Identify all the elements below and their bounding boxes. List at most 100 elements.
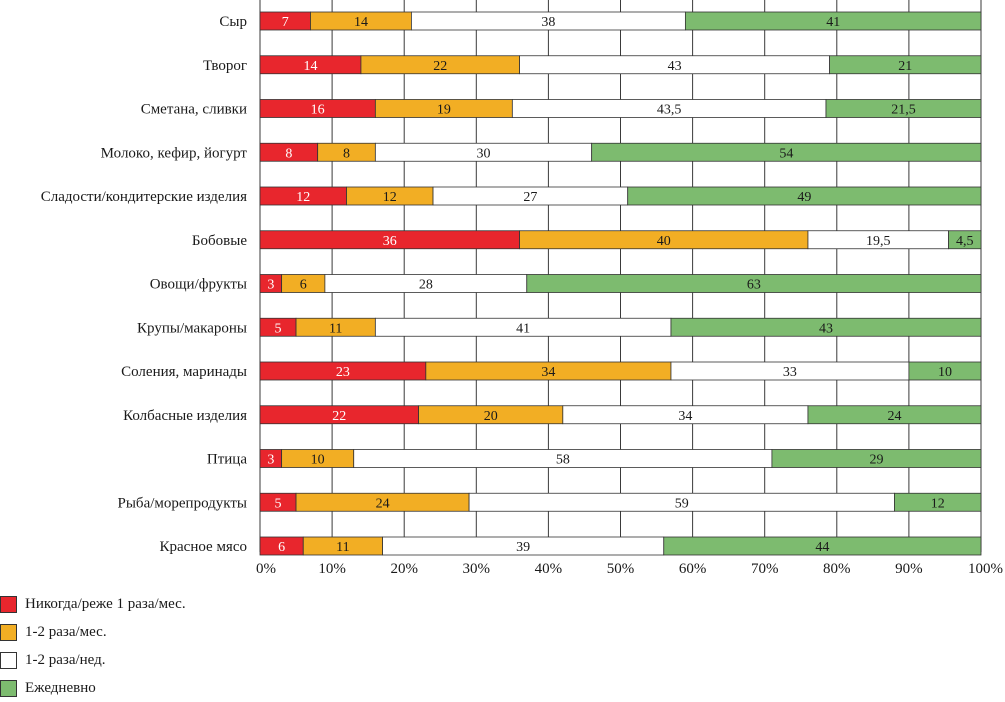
data-label: 14 [354,15,368,30]
data-label: 44 [815,540,829,555]
x-tick-label: 20% [390,561,418,577]
data-label: 43 [668,59,682,74]
bar-segment [829,55,982,75]
data-label: 27 [523,190,537,205]
category-label: Сметана, сливки [141,102,247,118]
legend-label: 1-2 раза/мес. [25,623,107,640]
data-label: 11 [329,321,342,336]
data-label: 24 [376,496,390,511]
data-label: 19 [437,103,451,118]
legend-label: Ежедневно [25,679,96,696]
data-label: 43,5 [657,103,682,118]
data-label: 6 [300,278,307,293]
category-label: Рыба/морепродукты [118,495,247,511]
legend-item: 1-2 раза/нед. [0,646,186,674]
data-label: 11 [336,540,349,555]
data-label: 30 [477,146,491,161]
bar-segment [627,186,982,206]
stacked-bar-chart: Сыр 7 14 3 8 41 Творог 14 22 43 21 Сметана, сливки 1… [41,0,1003,577]
x-tick-label: 0% [256,561,276,577]
bar-segment [948,230,982,250]
legend-label: 1-2 раза/нед. [25,651,106,668]
data-label: 12 [931,496,945,511]
bar-segment [684,11,982,31]
data-label: 23 [336,365,350,380]
category-label: Крупы/макароны [137,320,247,336]
x-tick-label: 80% [823,561,851,577]
data-label: 19,5 [866,234,891,249]
legend-item: Ежедневно [0,674,186,702]
data-label: 16 [311,103,325,118]
legend-swatch [0,595,17,613]
data-label: 41 [516,321,530,336]
data-label: 34 [678,409,692,424]
data-label: 21 [898,59,912,74]
bar-segment [591,142,982,162]
data-label: 41 [826,15,840,30]
category-label: Молоко, кефир, йогурт [101,145,248,161]
bar-segment [894,492,982,512]
data-label: 54 [779,146,793,161]
legend-swatch [0,651,17,669]
data-label: 14 [303,59,317,74]
legend-label: Никогда/реже 1 раза/мес. [25,595,186,612]
data-label: 7 [282,15,289,30]
legend-item: Никогда/реже 1 раза/мес. [0,590,186,618]
data-label: 5 [275,321,282,336]
bar-segment [825,99,982,118]
data-label: 24 [887,409,901,424]
legend-item: 1-2 раза/мес. [0,618,186,646]
legend-swatch [0,623,17,641]
category-label: Колбасные изделия [123,408,247,424]
category-label: Сыр [219,14,247,30]
x-tick-label: 40% [535,561,563,577]
data-label: 12 [296,190,310,205]
data-label: 29 [869,453,883,468]
x-tick-label: 100% [968,561,1003,577]
legend: Никогда/реже 1 раза/мес. 1-2 раза/мес. 1-2… [0,590,186,702]
data-label: 34 [541,365,555,380]
data-label: 3 [267,278,274,293]
bar-segment [670,317,982,337]
data-label: 5 [275,496,282,511]
bar-segment [908,361,982,381]
x-tick-label: 30% [463,561,491,577]
legend-swatch [0,679,17,697]
category-label: Творог [203,58,247,74]
data-label: 63 [747,278,761,293]
x-tick-label: 90% [895,561,923,577]
data-label: 10 [938,365,952,380]
data-label: 59 [675,496,689,511]
data-label: 33 [783,365,797,380]
data-label: 20 [484,409,498,424]
data-label: 21,5 [891,103,916,118]
bar-segment [807,405,982,425]
data-label: 40 [657,234,671,249]
data-label: 28 [419,278,433,293]
data-label: 22 [433,59,447,74]
data-label: 58 [556,453,570,468]
data-label: 8 [343,146,350,161]
category-label: Бобовые [192,233,247,249]
data-label: 6 [278,540,285,555]
data-label: 12 [383,190,397,205]
data-label: 22 [332,409,346,424]
bar-segment [663,536,982,556]
category-label: Птица [207,452,247,468]
x-tick-label: 70% [751,561,779,577]
data-label: 4,5 [956,234,974,249]
data-label: 8 [285,146,292,161]
data-label: 43 [819,321,833,336]
bar-segment [771,449,982,468]
data-label: 36 [383,234,397,249]
data-label: 3 [267,453,274,468]
x-tick-label: 50% [607,561,635,577]
data-label: 10 [311,453,325,468]
category-label: Овощи/фрукты [150,277,247,293]
x-tick-label: 10% [318,561,346,577]
x-tick-label: 60% [679,561,707,577]
category-label: Сладости/кондитерские изделия [41,189,247,205]
data-label: 49 [797,190,811,205]
category-label: Красное мясо [160,539,248,555]
category-label: Соления, маринады [121,364,247,380]
